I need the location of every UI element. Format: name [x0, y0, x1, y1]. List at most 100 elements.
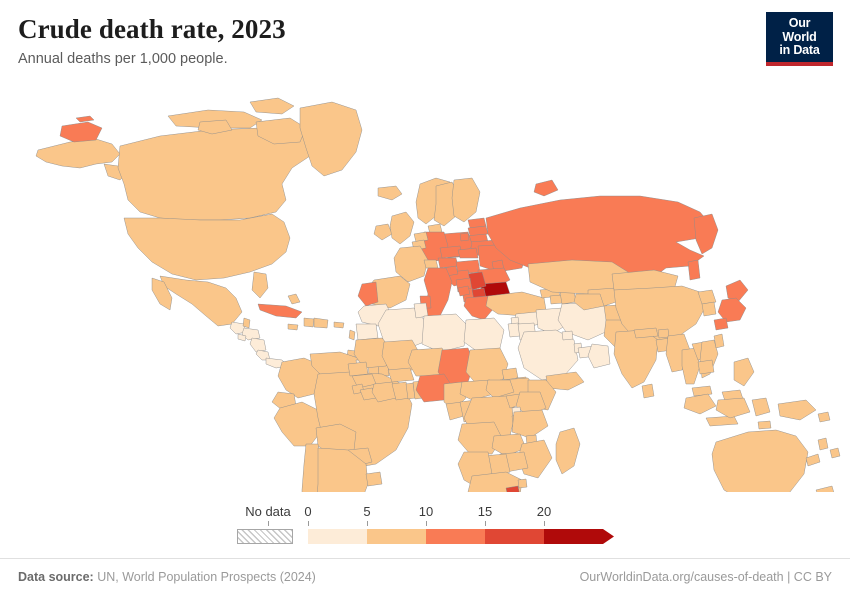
country-dominican-republic[interactable] [314, 318, 328, 328]
country-cuba[interactable] [258, 304, 302, 318]
country-peru[interactable] [274, 402, 322, 446]
country-central-african-republic[interactable] [460, 380, 494, 400]
legend-bin-1[interactable] [367, 529, 426, 544]
country-france[interactable] [394, 246, 428, 282]
country-new-zealand-north[interactable] [816, 486, 836, 492]
country-libya[interactable] [422, 314, 468, 352]
country-philippines[interactable] [734, 358, 754, 386]
country-western-sahara[interactable] [356, 324, 378, 340]
country-burkina-faso[interactable] [388, 368, 414, 382]
country-sri-lanka[interactable] [642, 384, 654, 398]
country-russia-kamchatka[interactable] [694, 214, 718, 254]
legend-bin-3[interactable] [485, 529, 544, 544]
country-papua-new-guinea[interactable] [778, 400, 816, 420]
country-india[interactable] [614, 330, 658, 388]
country-senegal[interactable] [348, 362, 368, 376]
country-finland[interactable] [452, 178, 480, 222]
country-russia-kaliningrad[interactable] [460, 233, 469, 241]
island-wrangel[interactable] [76, 116, 94, 122]
country-us-florida[interactable] [252, 272, 268, 298]
country-eritrea[interactable] [502, 368, 518, 380]
country-egypt[interactable] [464, 318, 504, 352]
country-tanzania[interactable] [512, 410, 548, 438]
country-lesotho[interactable] [506, 486, 520, 492]
country-indonesia-sumatra[interactable] [684, 394, 716, 414]
country-japan[interactable] [726, 280, 748, 302]
country-madagascar[interactable] [556, 428, 580, 474]
country-haiti[interactable] [304, 318, 314, 327]
country-ivory-coast[interactable] [372, 382, 396, 402]
country-indonesia-kalimantan[interactable] [716, 398, 750, 418]
country-canada-baffin[interactable] [256, 118, 306, 144]
country-alaska[interactable] [36, 139, 120, 168]
country-uruguay[interactable] [366, 472, 382, 486]
legend-bin-0[interactable] [308, 529, 367, 544]
country-lesser-antilles[interactable] [349, 330, 355, 340]
country-kuwait[interactable] [562, 331, 573, 340]
country-solomon-islands[interactable] [818, 412, 830, 422]
country-bahamas[interactable] [288, 294, 300, 304]
country-malaysia[interactable] [692, 386, 712, 396]
country-fiji[interactable] [830, 448, 840, 458]
country-united-kingdom[interactable] [390, 212, 414, 244]
country-oman[interactable] [588, 344, 610, 368]
country-mexico[interactable] [160, 276, 242, 326]
country-mexico-baja[interactable] [152, 278, 172, 310]
our-world-in-data-logo[interactable]: Our World in Data [766, 12, 833, 66]
country-south-africa[interactable] [468, 472, 522, 492]
country-guatemala[interactable] [230, 322, 246, 334]
attribution-link[interactable]: OurWorldinData.org/causes-of-death | CC … [579, 570, 832, 584]
country-south-korea[interactable] [702, 302, 716, 316]
legend-bin-2[interactable] [426, 529, 485, 544]
country-mauritania[interactable] [354, 338, 392, 368]
country-jamaica[interactable] [288, 324, 298, 330]
country-ireland[interactable] [374, 224, 392, 240]
country-netherlands[interactable] [414, 232, 428, 242]
country-russia-chukotka-west[interactable] [60, 122, 102, 142]
country-timor-leste[interactable] [758, 421, 771, 429]
world-choropleth-map[interactable] [0, 92, 850, 492]
country-south-sudan[interactable] [486, 380, 514, 398]
country-italy[interactable] [424, 268, 452, 322]
country-russia-sakhalin[interactable] [688, 260, 700, 280]
legend-no-data-swatch[interactable] [237, 529, 293, 544]
country-turkmenistan[interactable] [574, 294, 604, 310]
country-belize[interactable] [243, 318, 250, 328]
country-japan-kyushu[interactable] [714, 318, 728, 330]
country-el-salvador[interactable] [238, 334, 246, 341]
country-vanuatu[interactable] [818, 438, 828, 450]
legend-color-bar[interactable] [308, 529, 614, 544]
country-taiwan[interactable] [714, 334, 724, 348]
country-greenland[interactable] [300, 102, 362, 176]
country-nepal[interactable] [634, 328, 658, 338]
country-bhutan[interactable] [658, 329, 669, 338]
country-australia[interactable] [712, 430, 808, 492]
island-novaya-zemlya[interactable] [534, 180, 558, 196]
map-svg[interactable] [0, 92, 850, 492]
legend-bin-4[interactable] [544, 529, 603, 544]
country-canada-arctic-islands[interactable] [168, 110, 262, 128]
country-montenegro[interactable] [458, 286, 470, 296]
country-switzerland[interactable] [424, 260, 438, 268]
country-new-caledonia[interactable] [806, 454, 820, 466]
country-canada-ellesmere[interactable] [250, 98, 294, 114]
country-eswatini[interactable] [518, 479, 527, 488]
data-source-label: Data source: [18, 570, 94, 584]
country-slovakia[interactable] [458, 248, 478, 258]
country-united-states[interactable] [124, 214, 290, 280]
country-zambia[interactable] [492, 434, 526, 456]
country-china[interactable] [614, 286, 706, 344]
country-puerto-rico[interactable] [334, 322, 344, 328]
country-angola[interactable] [458, 422, 502, 454]
country-argentina[interactable] [312, 448, 368, 492]
country-indonesia-sulawesi[interactable] [752, 398, 770, 416]
country-north-korea[interactable] [698, 290, 716, 304]
country-japan-honshu[interactable] [718, 298, 746, 322]
country-portugal[interactable] [358, 282, 378, 306]
legend-tick-mark-20 [544, 521, 545, 526]
legend-no-data[interactable]: No data [237, 505, 299, 544]
country-iceland[interactable] [378, 186, 402, 200]
country-indonesia-java[interactable] [706, 416, 738, 426]
country-canada-victoria[interactable] [198, 120, 232, 134]
country-cambodia[interactable] [698, 360, 714, 374]
